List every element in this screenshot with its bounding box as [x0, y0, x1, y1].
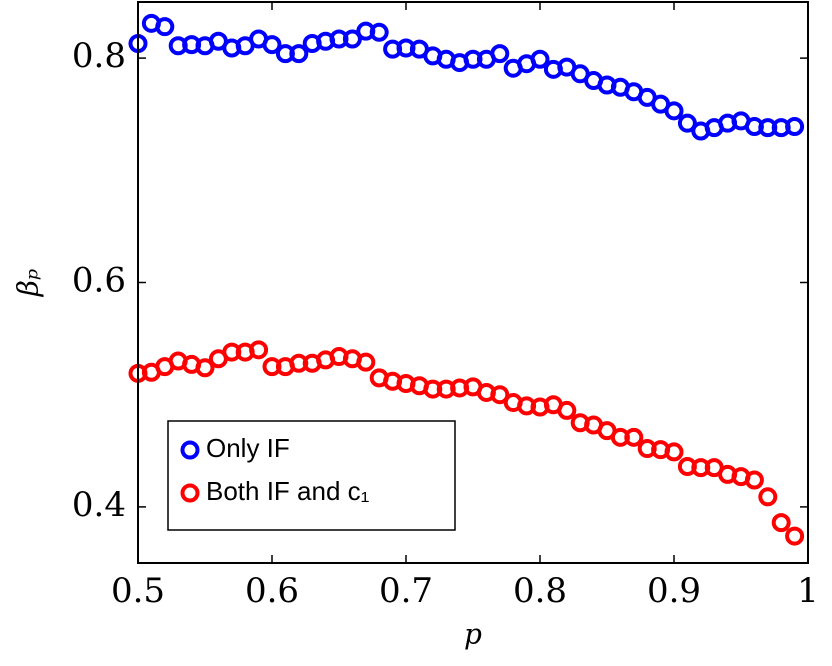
point	[785, 526, 805, 546]
point	[677, 113, 697, 133]
point	[744, 470, 764, 490]
x-axis-label: p	[464, 618, 482, 651]
legend-marker	[180, 483, 200, 503]
point	[490, 44, 510, 64]
x-tick-label: 0.6	[245, 571, 299, 611]
point	[664, 101, 684, 121]
point	[369, 22, 389, 42]
point	[490, 385, 510, 405]
point	[262, 35, 282, 55]
point	[289, 44, 309, 64]
y-tick-label: 0.4	[72, 485, 126, 525]
point	[530, 49, 550, 69]
legend-box	[167, 420, 456, 531]
point	[624, 427, 644, 447]
legend-label: Only IF	[206, 433, 290, 463]
point	[785, 117, 805, 137]
y-tick-label: 0.6	[72, 261, 126, 301]
point	[155, 17, 175, 37]
point	[557, 400, 577, 420]
x-tick-label: 0.8	[513, 571, 567, 611]
x-tick-label: 0.9	[647, 571, 701, 611]
point	[249, 340, 269, 360]
y-tick-label: 0.8	[72, 36, 126, 76]
x-tick-label: 0.7	[379, 571, 433, 611]
legend-label: Both IF and c₁	[206, 476, 370, 506]
y-axis-label: βₚ	[12, 269, 45, 297]
x-tick-label: 0.5	[111, 571, 165, 611]
point	[771, 513, 791, 533]
legend-marker	[180, 440, 200, 460]
point	[356, 352, 376, 372]
plot-frame	[137, 1, 809, 564]
legend: Only IF Both IF and c₁	[167, 420, 456, 531]
point	[195, 358, 215, 378]
x-tick-label: 1	[797, 571, 819, 611]
point	[342, 29, 362, 49]
point	[664, 442, 684, 462]
point	[758, 487, 778, 507]
